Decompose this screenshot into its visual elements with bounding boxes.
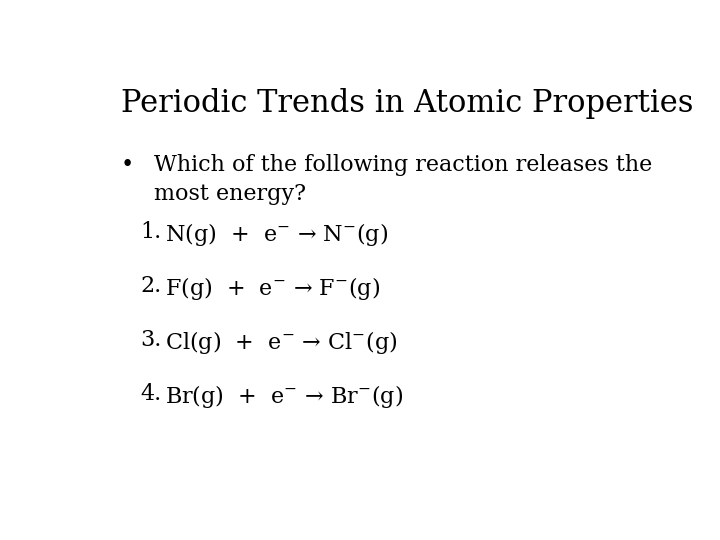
Text: F(g)  +  e$^{-}$ → F$^{-}$(g): F(g) + e$^{-}$ → F$^{-}$(g) — [166, 275, 380, 302]
Text: most energy?: most energy? — [154, 183, 306, 205]
Text: 2.: 2. — [140, 275, 161, 297]
Text: Cl(g)  +  e$^{-}$ → Cl$^{-}$(g): Cl(g) + e$^{-}$ → Cl$^{-}$(g) — [166, 329, 397, 356]
Text: Which of the following reaction releases the: Which of the following reaction releases… — [154, 154, 652, 176]
Text: 1.: 1. — [140, 221, 161, 242]
Text: 4.: 4. — [140, 383, 161, 405]
Text: N(g)  +  e$^{-}$ → N$^{-}$(g): N(g) + e$^{-}$ → N$^{-}$(g) — [166, 221, 388, 248]
Text: 3.: 3. — [140, 329, 161, 351]
Text: Periodic Trends in Atomic Properties: Periodic Trends in Atomic Properties — [121, 87, 693, 119]
Text: •: • — [121, 154, 134, 176]
Text: Br(g)  +  e$^{-}$ → Br$^{-}$(g): Br(g) + e$^{-}$ → Br$^{-}$(g) — [166, 383, 403, 410]
